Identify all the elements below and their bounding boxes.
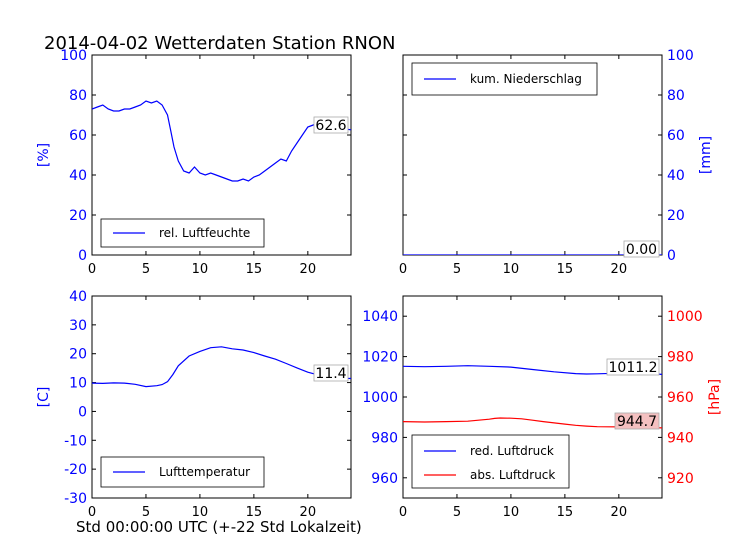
x-axis-footer-label: Std 00:00:00 UTC (+-22 Std Lokalzeit) [76, 518, 362, 536]
y-axis-label: [%] [36, 143, 52, 167]
y-tick-label: 30 [69, 318, 87, 334]
y-tick-label: 40 [69, 289, 87, 305]
y-tick-label: 1040 [362, 309, 398, 325]
y-tick-label: 100 [667, 48, 694, 64]
y-tick-label: 980 [371, 430, 398, 446]
x-tick-label: 20 [611, 262, 628, 277]
panel-temperature: 0 5 10 15 20 -30 -20 -10 0 10 20 30 40 [C] 11.4 Lufttem… [36, 289, 352, 520]
series-line-abs-luftdruck [403, 417, 662, 429]
value-label-box [623, 240, 660, 258]
y-tick-label: 0 [78, 404, 87, 420]
y-tick-label: 100 [60, 48, 87, 64]
value-label-box [313, 116, 349, 134]
y-tick-label-right: 920 [667, 471, 694, 487]
value-label: 0.00 [626, 242, 657, 258]
x-tick-label: 0 [88, 505, 96, 520]
y-tick-label: 80 [667, 88, 685, 104]
y-tick-label: 20 [69, 347, 87, 363]
x-tick-label: 5 [453, 262, 461, 277]
x-tick-label: 15 [557, 505, 574, 520]
value-label-box [606, 358, 660, 376]
y-tick-label: 1020 [362, 350, 398, 366]
value-label: 11.4 [315, 366, 346, 382]
y-tick-label: -20 [64, 462, 87, 478]
y-tick-label: -10 [64, 433, 87, 449]
y-tick-label: 0 [667, 248, 676, 264]
y-tick-label: 20 [667, 208, 685, 224]
y-axis-label: [mm] [698, 136, 714, 174]
x-tick-label: 5 [142, 505, 150, 520]
panel-pressure: 0 5 10 15 20 960 980 1000 1020 1040 920 940 960 980 10… [362, 295, 723, 520]
x-tick-label: 15 [246, 262, 263, 277]
x-tick-label: 10 [503, 262, 520, 277]
x-tick-label: 15 [246, 505, 263, 520]
y-tick-label-right: 960 [667, 390, 694, 406]
legend-entry-label: abs. Luftdruck [470, 468, 555, 482]
value-label-box [614, 412, 660, 430]
x-tick-label: 10 [192, 505, 209, 520]
x-tick-label: 15 [557, 262, 574, 277]
y-tick-label: 80 [69, 88, 87, 104]
y-axis-label: [C] [36, 387, 52, 408]
y-tick-label: 960 [371, 471, 398, 487]
x-tick-label: 10 [503, 505, 520, 520]
x-tick-label: 10 [192, 262, 209, 277]
y-tick-label: 40 [69, 168, 87, 184]
series-line-lufttemperatur [92, 346, 351, 388]
y-tick-label: -30 [64, 491, 87, 507]
x-tick-label: 0 [88, 262, 96, 277]
y-tick-label: 20 [69, 208, 87, 224]
y-tick-label-right: 940 [667, 430, 694, 446]
y-tick-label: 10 [69, 376, 87, 392]
value-label: 944.7 [617, 414, 657, 430]
x-tick-label: 0 [399, 262, 407, 277]
y-tick-label: 1000 [362, 390, 398, 406]
y-tick-label: 60 [69, 128, 87, 144]
x-tick-label: 20 [611, 505, 628, 520]
chart-title: 2014-04-02 Wetterdaten Station RNON [44, 33, 395, 54]
legend-entry-label: kum. Niederschlag [470, 72, 582, 86]
legend-box [411, 434, 570, 489]
y-axis-label-right: [hPa] [707, 379, 723, 415]
value-label: 1011.2 [609, 360, 658, 376]
x-tick-label: 20 [300, 505, 317, 520]
panel-precip: 0 5 10 15 20 0 20 40 60 80 100 [mm] 0.00 kum. Nieders… [399, 48, 714, 277]
y-tick-label: 0 [78, 248, 87, 264]
x-tick-label: 5 [142, 262, 150, 277]
panel-humidity: 0 5 10 15 20 0 20 40 60 80 100 [%] 62.6 rel. Luftfeuc… [36, 48, 352, 277]
legend-entry-label: Lufttemperatur [159, 465, 250, 479]
series-line-rel-luftfeuchte [92, 100, 351, 182]
y-tick-label-right: 980 [667, 350, 694, 366]
y-tick-label: 60 [667, 128, 685, 144]
x-tick-label: 5 [453, 505, 461, 520]
y-tick-label: 40 [667, 168, 685, 184]
legend-entry-label: red. Luftdruck [470, 444, 554, 458]
value-label: 62.6 [315, 118, 346, 134]
x-tick-label: 0 [399, 505, 407, 520]
value-label-box [313, 364, 349, 382]
y-tick-label-right: 1000 [667, 309, 703, 325]
x-tick-label: 20 [300, 262, 317, 277]
legend-entry-label: rel. Luftfeuchte [159, 226, 250, 240]
